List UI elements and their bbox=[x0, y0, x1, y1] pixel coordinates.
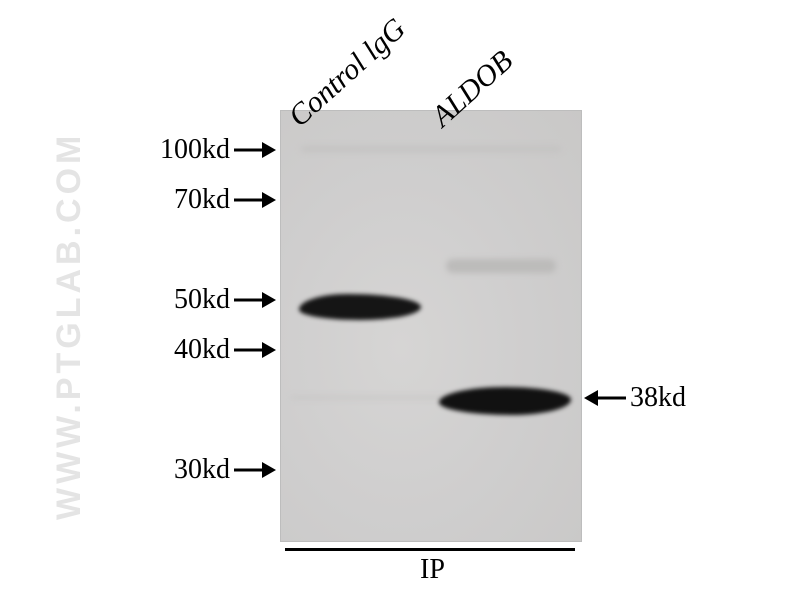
arrow-right-icon bbox=[232, 338, 276, 362]
faint-band bbox=[301, 146, 561, 152]
arrow-right-icon bbox=[232, 138, 276, 162]
band-control-igg bbox=[299, 294, 421, 320]
ladder-label: 40kd bbox=[140, 334, 230, 366]
ip-underline bbox=[285, 548, 575, 551]
band-aldob bbox=[439, 387, 571, 415]
ladder-label: 100kd bbox=[140, 134, 230, 166]
ladder-label: 50kd bbox=[140, 284, 230, 316]
ladder-label: 70kd bbox=[140, 184, 230, 216]
ladder-label: 30kd bbox=[140, 454, 230, 486]
arrow-right-icon bbox=[232, 288, 276, 312]
arrow-left-icon bbox=[584, 386, 628, 410]
ip-label: IP bbox=[420, 554, 445, 586]
arrow-right-icon bbox=[232, 458, 276, 482]
target-label: 38kd bbox=[630, 382, 686, 414]
watermark: WWW.PTGLAB.COM bbox=[50, 132, 89, 520]
blot-shade bbox=[281, 111, 581, 541]
faint-band bbox=[446, 259, 556, 273]
blot-area bbox=[280, 110, 582, 542]
figure-canvas: WWW.PTGLAB.COM Control lgG ALDOB 100kd 7… bbox=[0, 0, 800, 600]
arrow-right-icon bbox=[232, 188, 276, 212]
